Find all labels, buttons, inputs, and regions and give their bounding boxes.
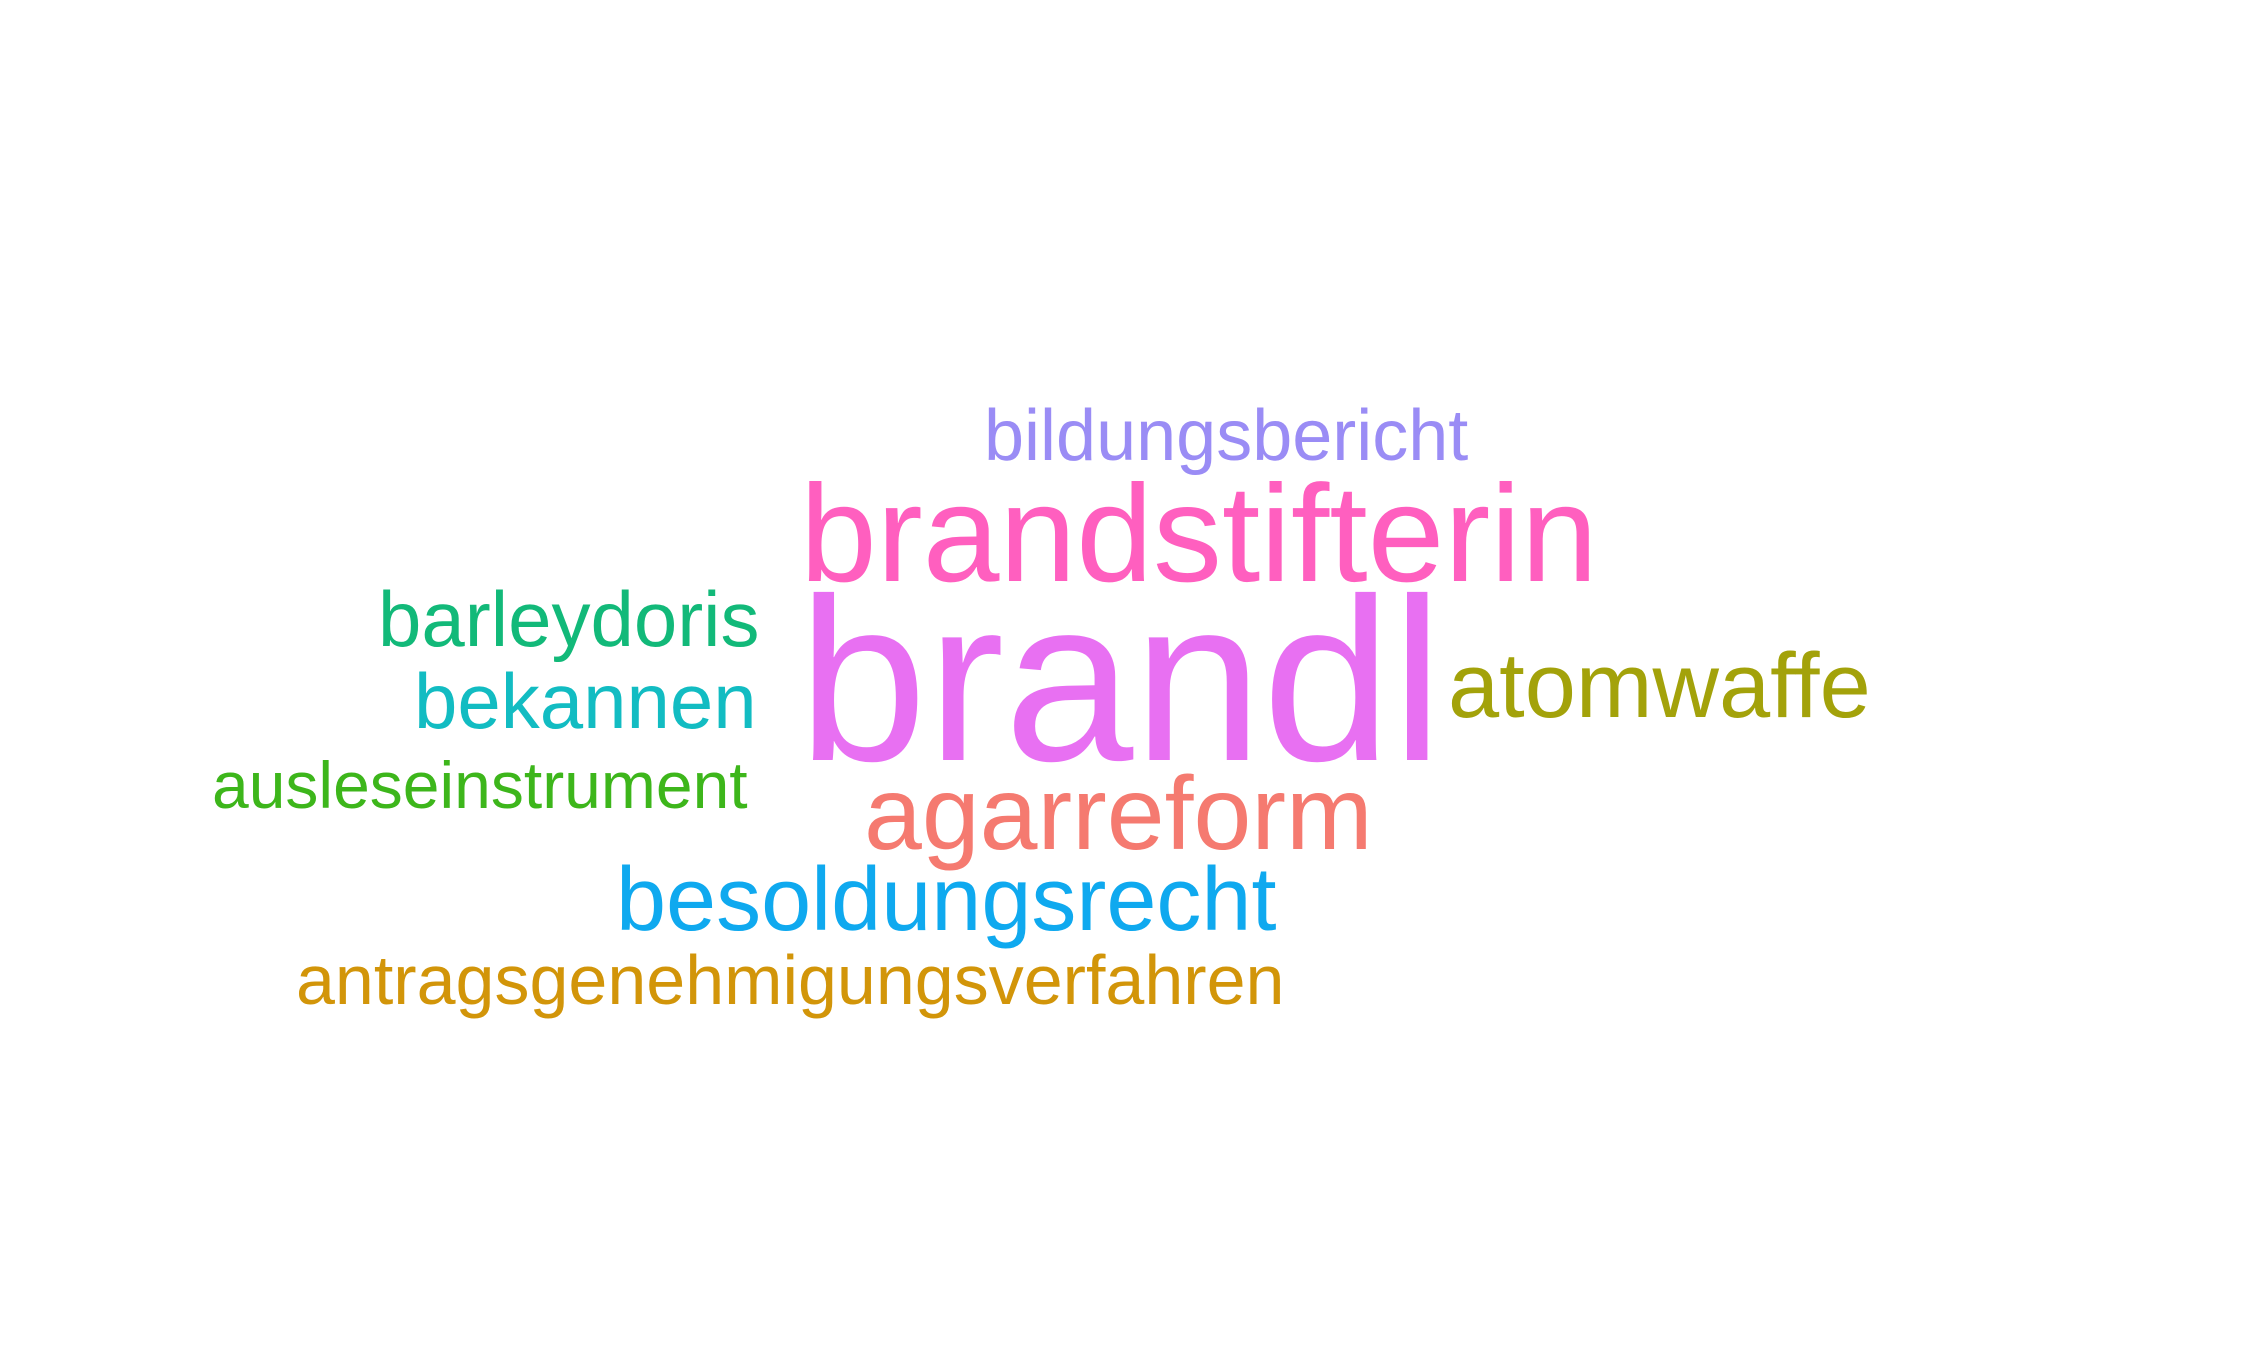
word-antragsgenehmigungsverfahren: antragsgenehmigungsverfahren	[296, 941, 1285, 1019]
word-atomwaffe: atomwaffe	[1448, 635, 1871, 737]
word-ausleseinstrument: ausleseinstrument	[212, 748, 748, 822]
word-bekannen: bekannen	[414, 657, 757, 745]
word-bildungsbericht: bildungsbericht	[984, 396, 1469, 476]
word-besoldungsrecht: besoldungsrecht	[616, 850, 1277, 950]
word-agarreform: agarreform	[864, 756, 1373, 872]
word-brandstifterin: brandstifterin	[800, 457, 1598, 611]
word-barleydoris: barleydoris	[378, 575, 760, 663]
word-brandl: brandl	[798, 551, 1443, 810]
